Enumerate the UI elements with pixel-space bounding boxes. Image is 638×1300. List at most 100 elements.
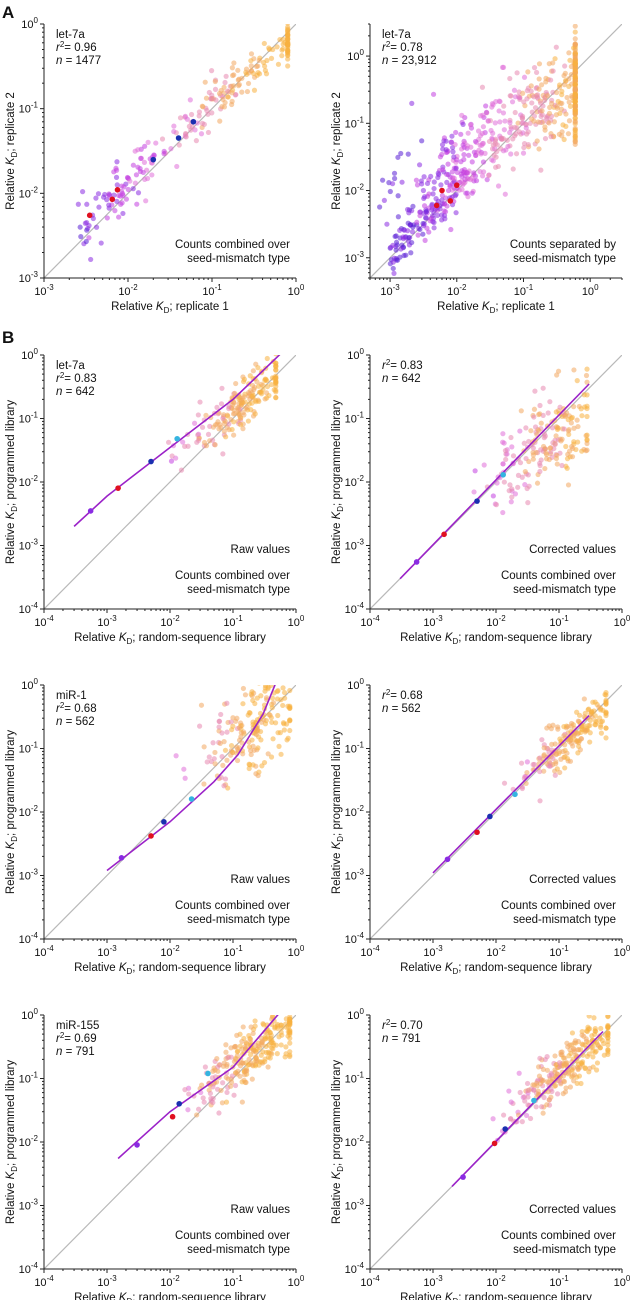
data-point (540, 412, 546, 419)
x-tick-label: 10-4 (34, 1274, 54, 1289)
data-point (426, 229, 432, 235)
data-point (584, 413, 590, 420)
data-point (583, 728, 589, 734)
data-point (287, 1052, 293, 1058)
data-point (161, 151, 167, 157)
y-tick-label: 10-2 (345, 1134, 365, 1149)
data-point (399, 179, 405, 185)
highlighted-point (134, 1142, 140, 1148)
data-point (559, 462, 565, 469)
data-point (451, 175, 457, 181)
y-tick-label: 100 (347, 48, 364, 63)
data-point (393, 233, 399, 239)
data-point (542, 124, 548, 130)
data-point (531, 65, 538, 71)
annotation-text: Counts combined over (175, 900, 290, 912)
data-point (581, 696, 587, 702)
data-point (235, 67, 241, 73)
data-point (254, 379, 260, 385)
annotation-text: seed-mismatch type (513, 584, 616, 596)
data-point (222, 100, 228, 106)
data-point (564, 410, 570, 416)
data-point (260, 386, 266, 393)
data-point (579, 413, 585, 419)
data-point (195, 437, 202, 443)
data-point (93, 195, 99, 201)
data-point (483, 109, 490, 115)
data-point (230, 402, 236, 408)
x-tick-label: 100 (614, 1274, 631, 1289)
data-point (240, 426, 246, 432)
data-point (540, 1110, 546, 1116)
data-point (510, 166, 516, 172)
data-point (549, 425, 556, 431)
highlighted-point (487, 813, 493, 820)
data-point (258, 1052, 264, 1058)
data-point (279, 1025, 285, 1031)
data-point (506, 1088, 512, 1094)
data-point (224, 729, 230, 735)
y-tick-label: 10-1 (345, 741, 365, 756)
data-point (111, 192, 117, 198)
data-point (555, 724, 561, 730)
y-tick-label: 10-1 (19, 741, 39, 756)
data-point (264, 395, 270, 401)
data-point (469, 190, 475, 196)
data-point (78, 234, 84, 240)
data-point (605, 1025, 611, 1031)
data-point (575, 1066, 581, 1073)
data-point (422, 237, 428, 243)
data-point (554, 103, 560, 109)
data-point (380, 177, 386, 183)
x-tick-label: 10-2 (486, 944, 506, 959)
data-point (114, 198, 120, 204)
data-point (398, 246, 404, 252)
highlighted-point (205, 1070, 211, 1077)
data-point (171, 128, 177, 135)
y-tick-label: 100 (347, 1007, 364, 1022)
data-point (173, 455, 179, 461)
data-point (365, 166, 370, 171)
data-point (257, 685, 261, 686)
data-point (262, 376, 268, 382)
data-point (90, 215, 96, 222)
data-point (225, 413, 231, 419)
data-point (590, 1054, 596, 1060)
fit-curve (399, 383, 590, 580)
data-point (584, 379, 590, 385)
panel-letter-a: A (2, 3, 14, 22)
data-point (159, 136, 166, 142)
data-point (171, 123, 177, 129)
data-point (554, 89, 560, 96)
data-point (261, 40, 267, 47)
data-point (525, 500, 531, 506)
data-point (525, 129, 531, 135)
data-point (519, 113, 526, 119)
data-point (196, 1106, 202, 1112)
data-point (270, 46, 276, 53)
data-point (493, 99, 499, 105)
x-axis-label: Relative KD; random-sequence library (74, 1292, 266, 1300)
data-point (592, 713, 598, 719)
data-point (596, 704, 602, 710)
data-point (202, 79, 208, 85)
data-point (113, 174, 120, 180)
data-point (133, 172, 140, 178)
data-point (514, 125, 520, 131)
data-point (584, 440, 590, 447)
annotation-text: seed-mismatch type (513, 914, 616, 926)
data-point (242, 692, 249, 698)
data-point (489, 157, 495, 163)
data-point (389, 181, 396, 187)
data-point (237, 422, 244, 428)
data-point (443, 138, 449, 144)
highlighted-point (150, 156, 157, 163)
data-point (502, 191, 508, 197)
data-point (278, 697, 284, 703)
data-point (287, 1028, 293, 1034)
data-point (449, 139, 455, 145)
data-point (252, 411, 258, 417)
data-point (551, 1083, 558, 1089)
data-point (287, 687, 293, 694)
annotation-text: seed-mismatch type (187, 1244, 290, 1256)
